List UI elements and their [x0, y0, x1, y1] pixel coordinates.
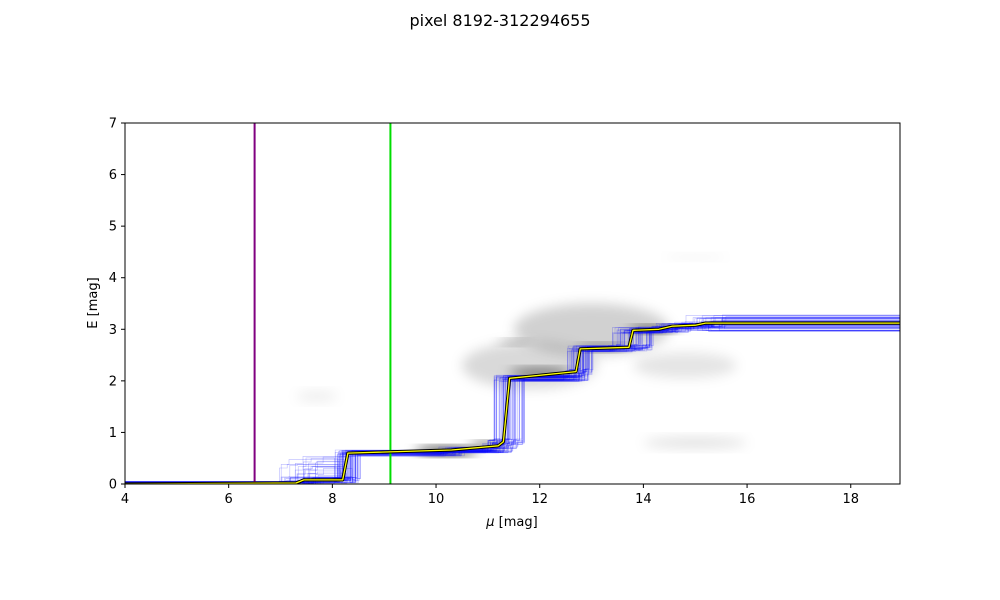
y-tick-label: 4	[109, 271, 117, 286]
x-tick-label: 8	[328, 492, 336, 507]
sample-curve	[125, 322, 900, 484]
x-tick-label: 18	[842, 492, 859, 507]
y-tick-label: 2	[109, 374, 117, 389]
sample-curve	[125, 318, 900, 483]
x-tick-label: 12	[531, 492, 548, 507]
y-tick-label: 0	[109, 478, 117, 493]
x-tick-label: 6	[225, 492, 233, 507]
x-tick-label: 16	[739, 492, 756, 507]
x-axis: 4 6 8 10 12 14 16 18	[121, 484, 859, 507]
y-tick-label: 5	[109, 220, 117, 235]
x-tick-label: 4	[121, 492, 129, 507]
y-tick-label: 6	[109, 168, 117, 183]
x-tick-label: 14	[635, 492, 652, 507]
sample-curve	[125, 325, 900, 484]
density-blob	[296, 391, 338, 402]
density-blob	[643, 437, 748, 448]
density-blob	[664, 254, 727, 260]
sample-curve	[125, 323, 900, 484]
x-axis-label: μ [mag]	[485, 515, 537, 530]
x-axis-label-symbol: μ	[485, 515, 494, 530]
sample-curve	[125, 317, 900, 484]
best-fit-line	[125, 322, 900, 484]
x-axis-label-unit: [mag]	[495, 515, 538, 530]
sample-curve	[125, 317, 900, 483]
plot-area	[125, 123, 900, 484]
x-tick-label: 10	[428, 492, 445, 507]
sample-curve	[125, 324, 900, 484]
sample-curve	[125, 322, 900, 483]
sample-curve	[125, 325, 900, 483]
sample-curve	[125, 323, 900, 484]
plot-frame	[124, 122, 901, 485]
vertical-lines	[253, 123, 392, 484]
density-blob	[461, 342, 597, 389]
density-blob	[633, 352, 737, 379]
y-tick-label: 7	[109, 117, 117, 132]
sample-curve	[125, 322, 900, 484]
y-axis: 0 1 2 3 4 5 6 7	[109, 117, 125, 493]
y-axis-label: E [mag]	[86, 277, 101, 328]
y-tick-label: 3	[109, 323, 117, 338]
best-fit-curve	[125, 321, 900, 484]
chart-title: pixel 8192-312294655	[409, 11, 590, 30]
sample-curve	[125, 315, 900, 484]
sample-curve	[125, 321, 900, 484]
sample-curve	[125, 323, 900, 484]
y-tick-label: 1	[109, 426, 117, 441]
sample-curve	[125, 325, 900, 484]
sample-curve	[125, 322, 900, 484]
